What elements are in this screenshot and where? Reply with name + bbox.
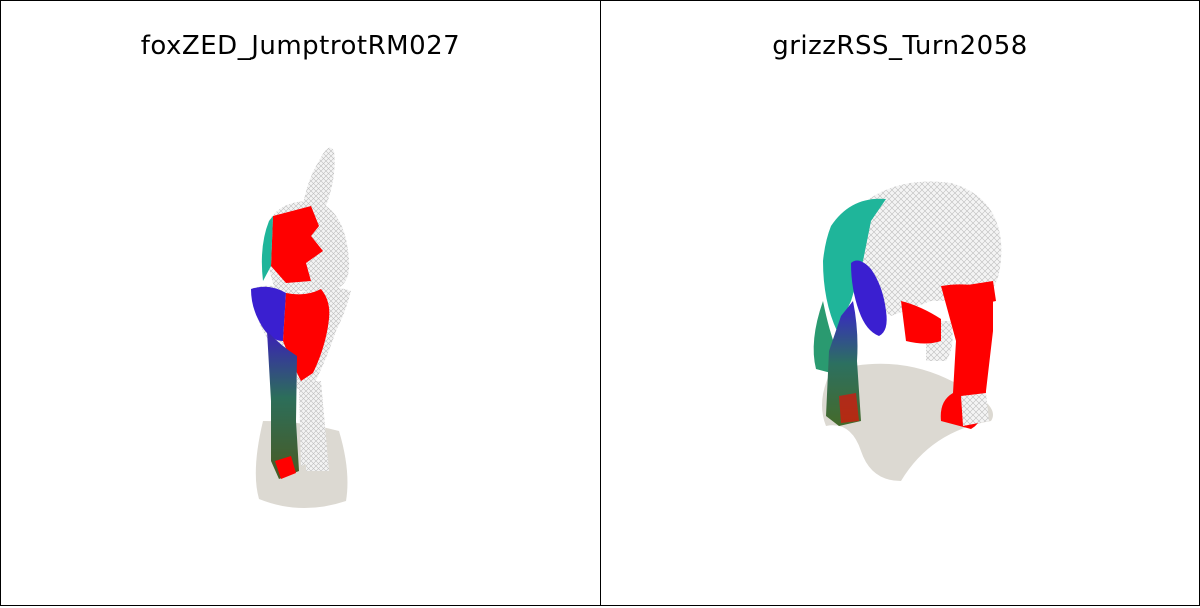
fox-front-leg-right xyxy=(299,386,316,466)
fox-render xyxy=(1,1,601,606)
grizzly-render xyxy=(601,1,1200,606)
bear-red-chest xyxy=(901,301,941,344)
left-panel: foxZED_JumptrotRM027 xyxy=(0,0,601,606)
bear-wire-leg-red-paw xyxy=(839,393,859,423)
right-panel: grizzRSS_Turn2058 xyxy=(600,0,1200,606)
bear-wire-paw xyxy=(961,393,989,426)
